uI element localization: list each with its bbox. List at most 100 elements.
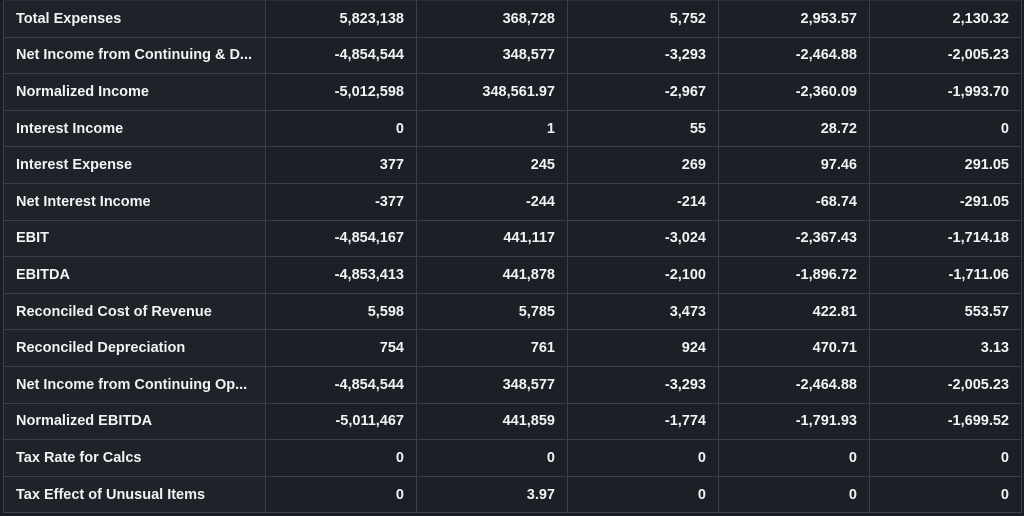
value-cell: -1,711.06 xyxy=(869,256,1022,294)
value-cell: -1,993.70 xyxy=(869,73,1022,111)
value-cell: 0 xyxy=(265,439,417,477)
row-label: Normalized Income xyxy=(3,73,266,111)
table-row: Interest Expense 377 245 269 97.46 291.05 xyxy=(3,146,1022,184)
value-cell: 55 xyxy=(567,109,719,148)
value-cell: -2,464.88 xyxy=(718,36,870,75)
value-cell: 5,752 xyxy=(567,0,719,38)
value-cell: -1,774 xyxy=(567,402,719,441)
value-cell: -1,896.72 xyxy=(718,256,870,294)
row-label: Net Income from Continuing Op... xyxy=(3,365,266,404)
table-row: EBIT -4,854,167 441,117 -3,024 -2,367.43 -1,7… xyxy=(3,219,1022,258)
value-cell: 0 xyxy=(718,475,870,514)
value-cell: -3,024 xyxy=(567,219,719,258)
value-cell: -291.05 xyxy=(869,182,1022,221)
financials-table: Total Expenses 5,823,138 368,728 5,752 2,953… xyxy=(3,0,1022,514)
value-cell: 0 xyxy=(869,109,1022,148)
value-cell: -2,100 xyxy=(567,256,719,294)
value-cell: 441,878 xyxy=(416,256,568,294)
row-label: Interest Income xyxy=(3,109,266,148)
value-cell: 3.13 xyxy=(869,329,1022,367)
table-row: Total Expenses 5,823,138 368,728 5,752 2,953… xyxy=(3,0,1022,38)
value-cell: -3,293 xyxy=(567,36,719,75)
value-cell: -377 xyxy=(265,182,417,221)
value-cell: 0 xyxy=(869,439,1022,477)
value-cell: 0 xyxy=(416,439,568,477)
value-cell: 368,728 xyxy=(416,0,568,38)
table-row: Net Income from Continuing Op... -4,854,5… xyxy=(3,365,1022,404)
value-cell: 377 xyxy=(265,146,417,184)
value-cell: 761 xyxy=(416,329,568,367)
value-cell: 0 xyxy=(718,439,870,477)
value-cell: -4,854,167 xyxy=(265,219,417,258)
value-cell: -214 xyxy=(567,182,719,221)
value-cell: 553.57 xyxy=(869,292,1022,331)
value-cell: 269 xyxy=(567,146,719,184)
table-row: Net Interest Income -377 -244 -214 -68.74 -29… xyxy=(3,182,1022,221)
table-row: Tax Effect of Unusual Items 0 3.97 0 0 0 xyxy=(3,475,1022,514)
row-label: Net Income from Continuing & D... xyxy=(3,36,266,75)
value-cell: 348,577 xyxy=(416,36,568,75)
value-cell: 3,473 xyxy=(567,292,719,331)
value-cell: 441,859 xyxy=(416,402,568,441)
value-cell: -2,367.43 xyxy=(718,219,870,258)
value-cell: -4,854,544 xyxy=(265,36,417,75)
row-label: Tax Effect of Unusual Items xyxy=(3,475,266,514)
value-cell: 470.71 xyxy=(718,329,870,367)
table-row: Interest Income 0 1 55 28.72 0 xyxy=(3,109,1022,148)
row-label: Interest Expense xyxy=(3,146,266,184)
table-row: Net Income from Continuing & D... -4,854,… xyxy=(3,36,1022,75)
table-row: Reconciled Cost of Revenue 5,598 5,785 3,47… xyxy=(3,292,1022,331)
value-cell: 5,823,138 xyxy=(265,0,417,38)
row-label: Tax Rate for Calcs xyxy=(3,439,266,477)
value-cell: 441,117 xyxy=(416,219,568,258)
value-cell: -3,293 xyxy=(567,365,719,404)
table-row: EBITDA -4,853,413 441,878 -2,100 -1,896.72 -1… xyxy=(3,256,1022,294)
value-cell: 422.81 xyxy=(718,292,870,331)
value-cell: -2,464.88 xyxy=(718,365,870,404)
value-cell: 924 xyxy=(567,329,719,367)
value-cell: 348,561.97 xyxy=(416,73,568,111)
value-cell: -2,967 xyxy=(567,73,719,111)
value-cell: 291.05 xyxy=(869,146,1022,184)
value-cell: -2,005.23 xyxy=(869,36,1022,75)
value-cell: -2,360.09 xyxy=(718,73,870,111)
table-row: Normalized EBITDA -5,011,467 441,859 -1,774… xyxy=(3,402,1022,441)
value-cell: 245 xyxy=(416,146,568,184)
row-label: Net Interest Income xyxy=(3,182,266,221)
value-cell: -2,005.23 xyxy=(869,365,1022,404)
value-cell: 0 xyxy=(265,109,417,148)
value-cell: 348,577 xyxy=(416,365,568,404)
value-cell: 5,785 xyxy=(416,292,568,331)
value-cell: 2,130.32 xyxy=(869,0,1022,38)
table-row: Reconciled Depreciation 754 761 924 470.71 3.… xyxy=(3,329,1022,367)
value-cell: 0 xyxy=(869,475,1022,514)
row-label: Total Expenses xyxy=(3,0,266,38)
table-row: Tax Rate for Calcs 0 0 0 0 0 xyxy=(3,439,1022,477)
row-label: Reconciled Depreciation xyxy=(3,329,266,367)
value-cell: 2,953.57 xyxy=(718,0,870,38)
value-cell: -5,012,598 xyxy=(265,73,417,111)
row-label: EBIT xyxy=(3,219,266,258)
value-cell: -1,714.18 xyxy=(869,219,1022,258)
value-cell: 0 xyxy=(567,475,719,514)
value-cell: -1,791.93 xyxy=(718,402,870,441)
value-cell: 0 xyxy=(567,439,719,477)
value-cell: -244 xyxy=(416,182,568,221)
value-cell: 3.97 xyxy=(416,475,568,514)
value-cell: 97.46 xyxy=(718,146,870,184)
row-label: Reconciled Cost of Revenue xyxy=(3,292,266,331)
value-cell: 754 xyxy=(265,329,417,367)
value-cell: -1,699.52 xyxy=(869,402,1022,441)
value-cell: 28.72 xyxy=(718,109,870,148)
table-row: Normalized Income -5,012,598 348,561.97 -2,… xyxy=(3,73,1022,111)
value-cell: -5,011,467 xyxy=(265,402,417,441)
value-cell: -4,854,544 xyxy=(265,365,417,404)
financials-table-body: Total Expenses 5,823,138 368,728 5,752 2,953… xyxy=(3,0,1022,514)
value-cell: 1 xyxy=(416,109,568,148)
value-cell: 0 xyxy=(265,475,417,514)
value-cell: -4,853,413 xyxy=(265,256,417,294)
value-cell: -68.74 xyxy=(718,182,870,221)
row-label: EBITDA xyxy=(3,256,266,294)
row-label: Normalized EBITDA xyxy=(3,402,266,441)
value-cell: 5,598 xyxy=(265,292,417,331)
